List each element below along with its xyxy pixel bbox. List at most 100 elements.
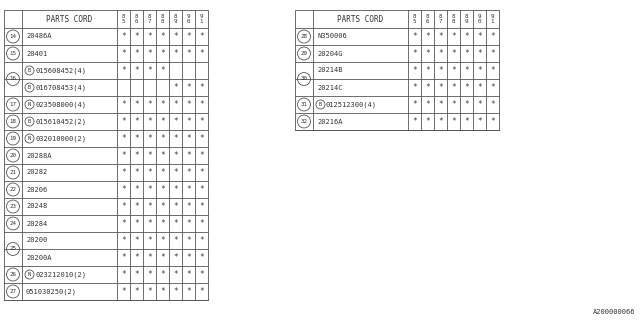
Text: *: *: [147, 32, 152, 41]
Text: 20200A: 20200A: [26, 254, 51, 260]
Text: *: *: [477, 117, 482, 126]
Text: *: *: [173, 83, 178, 92]
Text: 30: 30: [301, 76, 307, 82]
Text: 023508000(4): 023508000(4): [35, 101, 86, 108]
Text: *: *: [186, 185, 191, 194]
Text: B: B: [319, 102, 322, 107]
Text: *: *: [186, 253, 191, 262]
Text: *: *: [121, 49, 126, 58]
Text: *: *: [490, 49, 495, 58]
Text: 023212010(2): 023212010(2): [35, 271, 86, 278]
Text: *: *: [451, 117, 456, 126]
Text: *: *: [147, 117, 152, 126]
Bar: [295, 10, 499, 130]
Text: *: *: [160, 32, 165, 41]
Text: 22: 22: [10, 187, 17, 192]
Text: 25: 25: [10, 246, 17, 252]
Text: *: *: [121, 168, 126, 177]
Text: 23: 23: [10, 204, 17, 209]
Text: *: *: [147, 168, 152, 177]
Text: 14: 14: [10, 34, 17, 39]
Text: *: *: [134, 117, 139, 126]
Text: *: *: [438, 66, 443, 75]
Text: *: *: [134, 49, 139, 58]
Text: 20: 20: [10, 153, 17, 158]
Text: *: *: [160, 253, 165, 262]
Text: 21: 21: [10, 170, 17, 175]
Text: 8
5: 8 5: [122, 14, 125, 24]
Text: *: *: [147, 202, 152, 211]
Text: 15: 15: [10, 51, 17, 56]
Text: *: *: [199, 185, 204, 194]
Text: 8
7: 8 7: [148, 14, 151, 24]
Text: *: *: [134, 236, 139, 245]
Text: 032010000(2): 032010000(2): [35, 135, 86, 142]
Text: 9
1: 9 1: [491, 14, 494, 24]
Text: *: *: [186, 100, 191, 109]
Text: *: *: [438, 100, 443, 109]
Text: *: *: [160, 117, 165, 126]
Text: 012512300(4): 012512300(4): [326, 101, 377, 108]
Text: 20216A: 20216A: [317, 118, 342, 124]
Text: *: *: [464, 66, 469, 75]
Text: *: *: [199, 236, 204, 245]
Text: *: *: [438, 83, 443, 92]
Text: *: *: [464, 117, 469, 126]
Text: *: *: [412, 100, 417, 109]
Text: *: *: [134, 100, 139, 109]
Text: 20401: 20401: [26, 51, 47, 57]
Text: B: B: [28, 119, 31, 124]
Text: *: *: [121, 117, 126, 126]
Text: B: B: [28, 85, 31, 90]
Text: *: *: [121, 236, 126, 245]
Text: 16: 16: [10, 76, 17, 82]
Text: N350006: N350006: [317, 34, 347, 39]
Text: *: *: [186, 168, 191, 177]
Text: 19: 19: [10, 136, 17, 141]
Text: *: *: [186, 219, 191, 228]
Text: 27: 27: [10, 289, 17, 294]
Text: *: *: [438, 32, 443, 41]
Text: *: *: [147, 66, 152, 75]
Text: *: *: [147, 151, 152, 160]
Text: *: *: [412, 83, 417, 92]
Text: *: *: [134, 66, 139, 75]
Text: *: *: [121, 287, 126, 296]
Text: 20248: 20248: [26, 204, 47, 210]
Text: *: *: [490, 100, 495, 109]
Text: *: *: [186, 134, 191, 143]
Text: *: *: [160, 236, 165, 245]
Text: *: *: [134, 202, 139, 211]
Text: *: *: [147, 287, 152, 296]
Text: *: *: [186, 117, 191, 126]
Text: N: N: [28, 102, 31, 107]
Text: *: *: [425, 66, 430, 75]
Text: *: *: [160, 185, 165, 194]
Text: 32: 32: [301, 119, 307, 124]
Text: *: *: [412, 32, 417, 41]
Text: *: *: [134, 287, 139, 296]
Text: 17: 17: [10, 102, 17, 107]
Text: *: *: [199, 253, 204, 262]
Text: *: *: [147, 236, 152, 245]
Text: 20206: 20206: [26, 187, 47, 193]
Text: *: *: [160, 49, 165, 58]
Text: 9
0: 9 0: [187, 14, 190, 24]
Text: *: *: [199, 202, 204, 211]
Text: 20214B: 20214B: [317, 68, 342, 74]
Text: 31: 31: [301, 102, 307, 107]
Text: *: *: [464, 100, 469, 109]
Text: *: *: [477, 49, 482, 58]
Text: *: *: [490, 117, 495, 126]
Text: PARTS CORD: PARTS CORD: [46, 14, 93, 23]
Text: *: *: [173, 134, 178, 143]
Text: *: *: [160, 168, 165, 177]
Text: *: *: [134, 219, 139, 228]
Text: *: *: [477, 66, 482, 75]
Text: *: *: [121, 253, 126, 262]
Text: *: *: [186, 287, 191, 296]
Text: *: *: [160, 134, 165, 143]
Text: *: *: [412, 117, 417, 126]
Text: *: *: [173, 185, 178, 194]
Text: *: *: [134, 151, 139, 160]
